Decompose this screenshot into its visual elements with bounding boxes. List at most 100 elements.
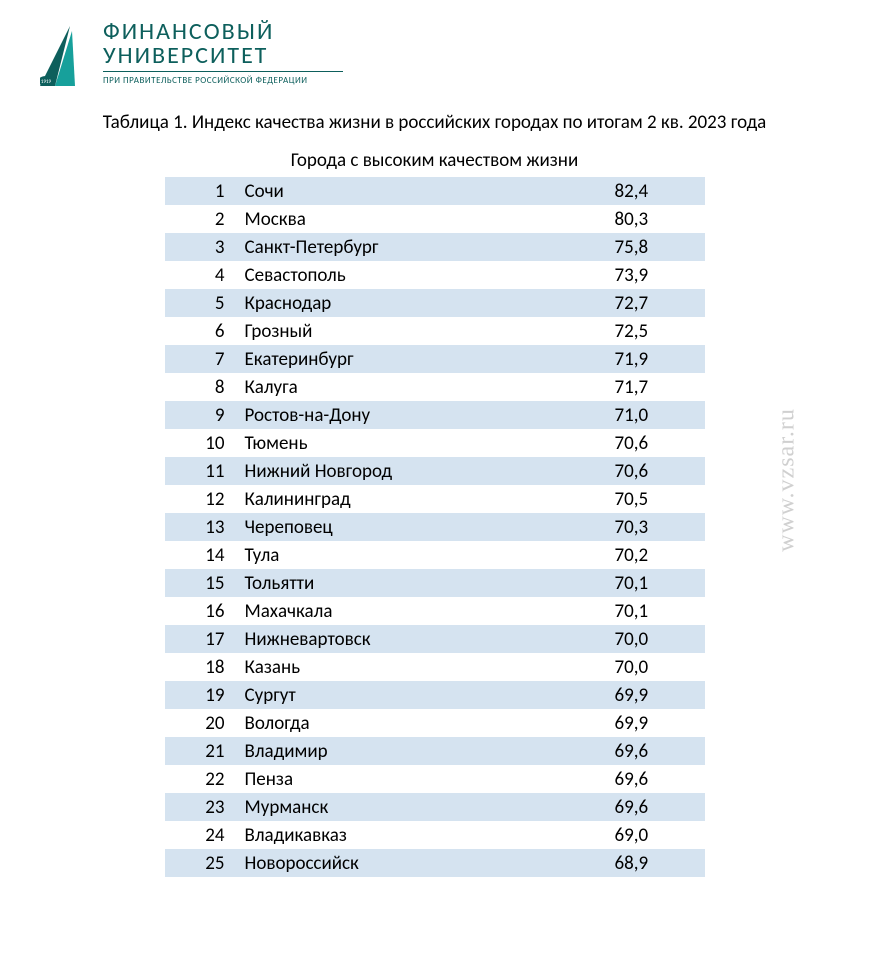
table-row: 23Мурманск69,6 (165, 793, 705, 821)
value-cell: 70,1 (575, 600, 705, 623)
page-title: Таблица 1. Индекс качества жизни в росси… (40, 111, 829, 134)
value-cell: 68,9 (575, 852, 705, 875)
value-cell: 70,3 (575, 516, 705, 539)
table-row: 17Нижневартовск70,0 (165, 625, 705, 653)
table-row: 22Пенза69,6 (165, 765, 705, 793)
value-cell: 82,4 (575, 180, 705, 203)
rank-cell: 18 (165, 656, 245, 679)
rank-cell: 19 (165, 684, 245, 707)
rank-cell: 25 (165, 852, 245, 875)
city-cell: Нижневартовск (245, 628, 575, 651)
svg-text:1919: 1919 (41, 79, 52, 85)
value-cell: 69,6 (575, 740, 705, 763)
rank-cell: 21 (165, 740, 245, 763)
city-cell: Владимир (245, 740, 575, 763)
value-cell: 70,0 (575, 656, 705, 679)
rank-cell: 15 (165, 572, 245, 595)
value-cell: 71,7 (575, 376, 705, 399)
rank-cell: 16 (165, 600, 245, 623)
logo-text-block: ФИНАНСОВЫЙ УНИВЕРСИТЕТ ПРИ ПРАВИТЕЛЬСТВЕ… (103, 20, 343, 86)
city-cell: Тюмень (245, 432, 575, 455)
quality-index-table: 1Сочи82,42Москва80,33Санкт-Петербург75,8… (165, 177, 705, 877)
rank-cell: 14 (165, 544, 245, 567)
table-row: 13Череповец70,3 (165, 513, 705, 541)
table-row: 10Тюмень70,6 (165, 429, 705, 457)
rank-cell: 4 (165, 264, 245, 287)
city-cell: Тула (245, 544, 575, 567)
city-cell: Москва (245, 208, 575, 231)
value-cell: 71,9 (575, 348, 705, 371)
table-row: 19Сургут69,9 (165, 681, 705, 709)
value-cell: 75,8 (575, 236, 705, 259)
city-cell: Пенза (245, 768, 575, 791)
rank-cell: 24 (165, 824, 245, 847)
table-row: 24Владикавказ69,0 (165, 821, 705, 849)
rank-cell: 8 (165, 376, 245, 399)
table-row: 7Екатеринбург71,9 (165, 345, 705, 373)
city-cell: Екатеринбург (245, 348, 575, 371)
rank-cell: 3 (165, 236, 245, 259)
value-cell: 70,1 (575, 572, 705, 595)
city-cell: Грозный (245, 320, 575, 343)
rank-cell: 22 (165, 768, 245, 791)
value-cell: 70,5 (575, 488, 705, 511)
rank-cell: 11 (165, 460, 245, 483)
value-cell: 80,3 (575, 208, 705, 231)
value-cell: 69,9 (575, 684, 705, 707)
value-cell: 69,9 (575, 712, 705, 735)
logo-subtitle: ПРИ ПРАВИТЕЛЬСТВЕ РОССИЙСКОЙ ФЕДЕРАЦИИ (103, 75, 343, 86)
table-row: 6Грозный72,5 (165, 317, 705, 345)
table-row: 4Севастополь73,9 (165, 261, 705, 289)
city-cell: Казань (245, 656, 575, 679)
table-row: 5Краснодар72,7 (165, 289, 705, 317)
table-row: 9Ростов-на-Дону71,0 (165, 401, 705, 429)
city-cell: Санкт-Петербург (245, 236, 575, 259)
university-logo-icon: 1919 (40, 26, 95, 86)
table-row: 3Санкт-Петербург75,8 (165, 233, 705, 261)
logo: 1919 ФИНАНСОВЫЙ УНИВЕРСИТЕТ ПРИ ПРАВИТЕЛ… (40, 20, 829, 86)
value-cell: 72,7 (575, 292, 705, 315)
value-cell: 70,6 (575, 460, 705, 483)
table-row: 14Тула70,2 (165, 541, 705, 569)
value-cell: 69,6 (575, 796, 705, 819)
city-cell: Махачкала (245, 600, 575, 623)
table-row: 1Сочи82,4 (165, 177, 705, 205)
rank-cell: 12 (165, 488, 245, 511)
table-row: 20Вологда69,9 (165, 709, 705, 737)
value-cell: 69,6 (575, 768, 705, 791)
city-cell: Череповец (245, 516, 575, 539)
rank-cell: 2 (165, 208, 245, 231)
city-cell: Нижний Новгород (245, 460, 575, 483)
city-cell: Калининград (245, 488, 575, 511)
value-cell: 69,0 (575, 824, 705, 847)
rank-cell: 20 (165, 712, 245, 735)
city-cell: Калуга (245, 376, 575, 399)
table-row: 2Москва80,3 (165, 205, 705, 233)
value-cell: 70,2 (575, 544, 705, 567)
rank-cell: 6 (165, 320, 245, 343)
city-cell: Севастополь (245, 264, 575, 287)
table-row: 16Махачкала70,1 (165, 597, 705, 625)
city-cell: Мурманск (245, 796, 575, 819)
rank-cell: 10 (165, 432, 245, 455)
city-cell: Новороссийск (245, 852, 575, 875)
city-cell: Тольятти (245, 572, 575, 595)
city-cell: Вологда (245, 712, 575, 735)
table-row: 25Новороссийск68,9 (165, 849, 705, 877)
rank-cell: 9 (165, 404, 245, 427)
value-cell: 70,0 (575, 628, 705, 651)
value-cell: 71,0 (575, 404, 705, 427)
logo-line2: УНИВЕРСИТЕТ (103, 44, 343, 68)
table-row: 12Калининград70,5 (165, 485, 705, 513)
table-row: 8Калуга71,7 (165, 373, 705, 401)
rank-cell: 23 (165, 796, 245, 819)
rank-cell: 17 (165, 628, 245, 651)
logo-separator (103, 71, 343, 72)
table-row: 15Тольятти70,1 (165, 569, 705, 597)
watermark: www.vzsar.ru (774, 408, 801, 552)
rank-cell: 5 (165, 292, 245, 315)
table-row: 11Нижний Новгород70,6 (165, 457, 705, 485)
city-cell: Владикавказ (245, 824, 575, 847)
city-cell: Ростов-на-Дону (245, 404, 575, 427)
rank-cell: 7 (165, 348, 245, 371)
